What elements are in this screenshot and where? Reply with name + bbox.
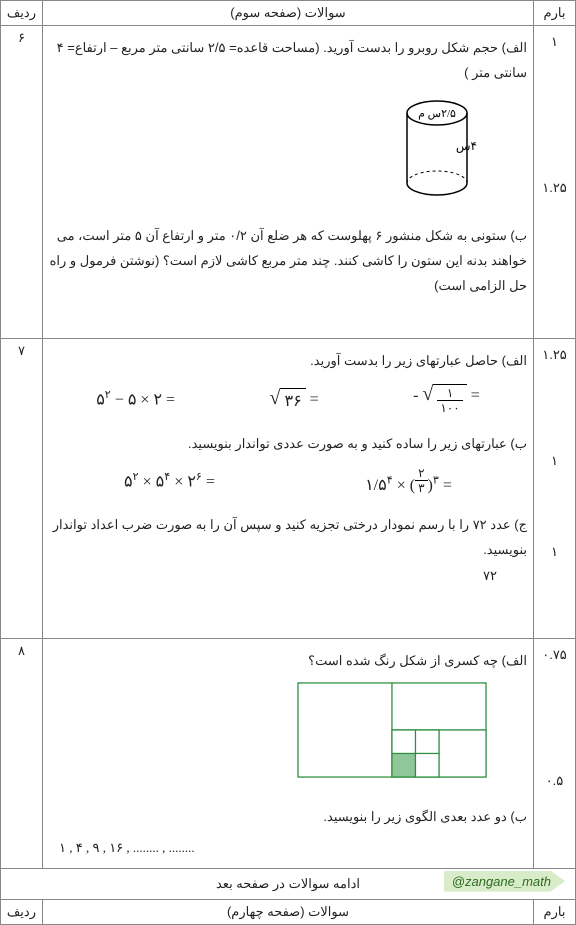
q6-a-mark: ۱ — [540, 34, 569, 50]
q7-expr5: ۱/۵۴ × (۲۳)۳ = — [365, 467, 452, 495]
q7-expr2: √۳۶ = — [269, 388, 318, 411]
cyl-side-label: ۴س — [456, 139, 477, 153]
header-row-top: بارم سوالات (صفحه سوم) ردیف — [1, 1, 576, 26]
header-questions: سوالات (صفحه سوم) — [43, 1, 534, 26]
q6-row-num: ۶ — [1, 26, 43, 339]
q7-a-text: الف) حاصل عبارتهای زیر را بدست آورید. — [49, 349, 527, 374]
q7-expr1: ۵۲ − ۵ × ۲ = — [96, 388, 175, 409]
q7-a-expressions: ۵۲ − ۵ × ۲ = √۳۶ = - √۱۱۰۰ = — [49, 384, 527, 414]
q8-body: الف) چه کسری از شکل رنگ شده است؟ ب) دو ع… — [43, 639, 534, 868]
q7-expr3: - √۱۱۰۰ = — [413, 384, 480, 414]
footer-row-label: ردیف — [1, 899, 43, 924]
question-8-row: ۰.۷۵ ۰.۵ الف) چه کسری از شکل رنگ شده است… — [1, 639, 576, 868]
q8-b-text: ب) دو عدد بعدی الگوی زیر را بنویسید. — [49, 805, 527, 830]
fraction-svg — [297, 682, 487, 782]
cyl-top-label: ۲/۵س م — [418, 108, 456, 120]
q8-b-mark: ۰.۵ — [540, 773, 569, 789]
q7-row-num: ۷ — [1, 339, 43, 639]
handle-tag: @zangane_math — [444, 871, 565, 892]
q7-c-mark: ۱ — [540, 544, 569, 560]
q8-sequence: ۱ , ۴ , ۹ , ۱۶ , ........ , ........ — [49, 836, 527, 864]
header-marks: بارم — [534, 1, 576, 26]
fraction-figure — [297, 682, 487, 785]
q7-body: الف) حاصل عبارتهای زیر را بدست آورید. ۵۲… — [43, 339, 534, 639]
header-row-label: ردیف — [1, 1, 43, 26]
question-6-row: ۱ ۱.۲۵ الف) حجم شکل روبرو را بدست آورید.… — [1, 26, 576, 339]
q7-a-mark: ۱.۲۵ — [540, 347, 569, 363]
continue-text: ادامه سوالات در صفحه بعد — [216, 876, 360, 892]
q7-expr2-radicand: ۳۶ — [280, 388, 305, 411]
q7-expr3-den: ۱۰۰ — [437, 401, 462, 414]
cylinder-figure: ۲/۵س م ۴س — [49, 91, 527, 218]
q6-a-text: الف) حجم شکل روبرو را بدست آورید. (مساحت… — [49, 36, 527, 85]
exam-table: بارم سوالات (صفحه سوم) ردیف ۱ ۱.۲۵ الف) … — [0, 0, 576, 925]
question-7-row: ۱.۲۵ ۱ ۱ الف) حاصل عبارتهای زیر را بدست … — [1, 339, 576, 639]
footer-questions: سوالات (صفحه چهارم) — [43, 899, 534, 924]
continue-bar: ادامه سوالات در صفحه بعد @zangane_math — [1, 869, 575, 899]
q6-marks-cell: ۱ ۱.۲۵ — [534, 26, 576, 339]
q7-c-number: ۷۲ — [483, 568, 527, 584]
continue-row: ادامه سوالات در صفحه بعد @zangane_math — [1, 868, 576, 899]
q6-body: الف) حجم شکل روبرو را بدست آورید. (مساحت… — [43, 26, 534, 339]
q7-c-text: ج) عدد ۷۲ را با رسم نمودار درختی تجزیه ک… — [49, 513, 527, 562]
q8-a-text: الف) چه کسری از شکل رنگ شده است؟ — [49, 649, 527, 674]
footer-marks: بارم — [534, 899, 576, 924]
q6-b-mark: ۱.۲۵ — [540, 180, 569, 196]
q7-expr3-num: ۱ — [437, 387, 462, 401]
header-row-bottom: بارم سوالات (صفحه چهارم) ردیف — [1, 899, 576, 924]
q7-b-mark: ۱ — [540, 453, 569, 469]
q7-marks-cell: ۱.۲۵ ۱ ۱ — [534, 339, 576, 639]
q8-marks-cell: ۰.۷۵ ۰.۵ — [534, 639, 576, 868]
q7-b-text: ب) عبارتهای زیر را ساده کنید و به صورت ع… — [49, 432, 527, 457]
q8-row-num: ۸ — [1, 639, 43, 868]
q7-b-expressions: ۵۲ × ۵۴ × ۲۶ = ۱/۵۴ × (۲۳)۳ = — [49, 467, 527, 495]
q6-b-text: ب) ستونی به شکل منشور ۶ پهلوست که هر ضلع… — [49, 224, 527, 298]
cylinder-svg: ۲/۵س م ۴س — [397, 95, 507, 205]
q8-a-mark: ۰.۷۵ — [540, 647, 569, 663]
q7-expr4: ۵۲ × ۵۴ × ۲۶ = — [124, 470, 215, 491]
